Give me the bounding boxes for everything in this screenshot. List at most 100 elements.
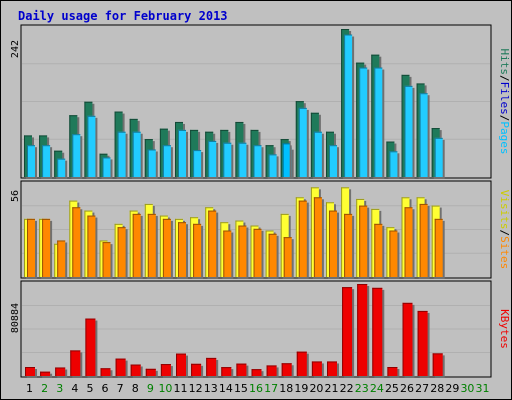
- bar-pages-day-18: [282, 143, 290, 177]
- bar-kbytes-day-4: [70, 350, 81, 376]
- x-tick-label-day-6: 6: [102, 382, 109, 395]
- bar-files-day-4: [72, 134, 81, 177]
- bar-kbytes-day-26: [402, 302, 413, 376]
- x-tick-label-day-22: 22: [340, 382, 354, 395]
- bar-kbytes-day-13: [206, 357, 217, 376]
- x-tick-label-day-31: 31: [476, 382, 490, 395]
- bar-sites-day-18: [283, 237, 292, 277]
- bar-sites-day-24: [374, 223, 383, 277]
- bar-sites-day-5: [87, 215, 96, 277]
- bar-sites-day-9: [147, 213, 156, 277]
- bar-kbytes-day-5: [85, 318, 96, 376]
- x-tick-label-day-16: 16: [249, 382, 263, 395]
- bar-kbytes-day-15: [236, 363, 247, 376]
- legend-text: Sites: [498, 236, 511, 269]
- bar-kbytes-day-17: [266, 365, 277, 376]
- bar-files-day-1: [27, 145, 35, 177]
- bar-files-day-26: [404, 85, 413, 177]
- bar-sites-day-6: [102, 242, 111, 277]
- bar-files-day-25: [389, 151, 398, 177]
- bar-kbytes-day-7: [115, 358, 126, 376]
- x-tick-label-day-28: 28: [430, 382, 444, 395]
- bar-kbytes-day-22: [342, 287, 353, 376]
- hits-files-pages-ymax-label: 242: [10, 40, 21, 58]
- bar-files-day-6: [102, 157, 111, 177]
- x-tick-label-day-7: 7: [117, 382, 124, 395]
- bar-sites-day-22: [344, 213, 353, 277]
- bar-files-day-10: [162, 145, 171, 177]
- bar-kbytes-day-19: [296, 351, 307, 376]
- x-tick-label-day-10: 10: [158, 382, 172, 395]
- bar-kbytes-day-23: [357, 284, 368, 376]
- bar-kbytes-day-20: [311, 361, 322, 376]
- x-tick-label-day-13: 13: [204, 382, 218, 395]
- x-tick-label-day-4: 4: [71, 382, 78, 395]
- bar-kbytes-day-1: [25, 367, 35, 376]
- bar-kbytes-day-10: [160, 364, 171, 376]
- bar-sites-day-25: [389, 230, 398, 277]
- bar-files-day-11: [178, 129, 186, 177]
- bar-files-day-5: [87, 115, 96, 177]
- bar-sites-day-23: [359, 205, 368, 277]
- bar-sites-day-21: [329, 210, 337, 277]
- x-tick-label-day-27: 27: [415, 382, 429, 395]
- bar-files-day-13: [208, 140, 217, 177]
- bar-files-day-8: [132, 131, 141, 177]
- x-tick-label-day-8: 8: [132, 382, 139, 395]
- bar-sites-day-7: [117, 227, 126, 277]
- visits-sites-series-legend: Visits/Sites: [498, 190, 511, 270]
- bar-sites-day-10: [162, 218, 171, 277]
- kbytes-series-legend: KBytes: [498, 309, 511, 349]
- legend-text: /: [498, 115, 511, 122]
- visits-sites-ymax-label: 56: [10, 190, 21, 202]
- bar-files-day-12: [193, 150, 202, 177]
- x-tick-label-day-14: 14: [219, 382, 233, 395]
- bar-files-day-15: [238, 142, 247, 177]
- bar-sites-day-12: [193, 223, 202, 277]
- bar-sites-day-11: [178, 222, 186, 277]
- bar-kbytes-day-25: [387, 367, 398, 376]
- x-tick-label-day-19: 19: [294, 382, 308, 395]
- bar-sites-day-1: [27, 218, 35, 277]
- x-tick-label-day-30: 30: [460, 382, 474, 395]
- bar-files-day-27: [419, 93, 428, 177]
- bar-sites-day-28: [434, 218, 443, 277]
- bar-files-day-16: [253, 145, 262, 177]
- bar-sites-day-27: [419, 203, 428, 277]
- legend-text: /: [498, 75, 511, 82]
- legend-text: Files: [498, 82, 511, 115]
- x-tick-label-day-11: 11: [174, 382, 188, 395]
- bar-kbytes-day-28: [432, 353, 443, 376]
- bar-files-day-23: [359, 67, 368, 177]
- x-tick-label-day-1: 1: [26, 382, 33, 395]
- x-tick-label-day-17: 17: [264, 382, 278, 395]
- bar-kbytes-day-11: [176, 353, 186, 376]
- x-tick-label-day-3: 3: [56, 382, 63, 395]
- bar-sites-day-2: [42, 218, 51, 277]
- x-tick-label-day-20: 20: [309, 382, 323, 395]
- bar-kbytes-day-16: [251, 369, 262, 376]
- bar-files-day-14: [223, 142, 232, 177]
- bar-kbytes-day-9: [145, 368, 156, 376]
- x-tick-label-day-18: 18: [279, 382, 293, 395]
- bar-kbytes-day-27: [417, 310, 428, 376]
- bar-sites-day-15: [238, 225, 247, 277]
- bar-sites-day-19: [298, 200, 307, 277]
- bar-kbytes-day-18: [281, 363, 292, 376]
- bar-kbytes-day-8: [130, 364, 141, 376]
- bar-files-day-20: [313, 131, 322, 177]
- bar-files-day-28: [434, 137, 443, 177]
- x-tick-label-day-15: 15: [234, 382, 248, 395]
- bar-files-day-7: [117, 131, 126, 177]
- hits-files-pages-series-legend: Hits/Files/Pages: [498, 49, 511, 155]
- x-tick-label-day-9: 9: [147, 382, 154, 395]
- bar-sites-day-3: [57, 240, 66, 277]
- bar-files-day-21: [329, 145, 337, 177]
- bar-sites-day-16: [253, 228, 262, 277]
- x-tick-label-day-23: 23: [355, 382, 369, 395]
- legend-text: KBytes: [498, 309, 511, 349]
- bar-kbytes-day-21: [327, 361, 337, 376]
- chart-title: Daily usage for February 2013: [18, 9, 228, 23]
